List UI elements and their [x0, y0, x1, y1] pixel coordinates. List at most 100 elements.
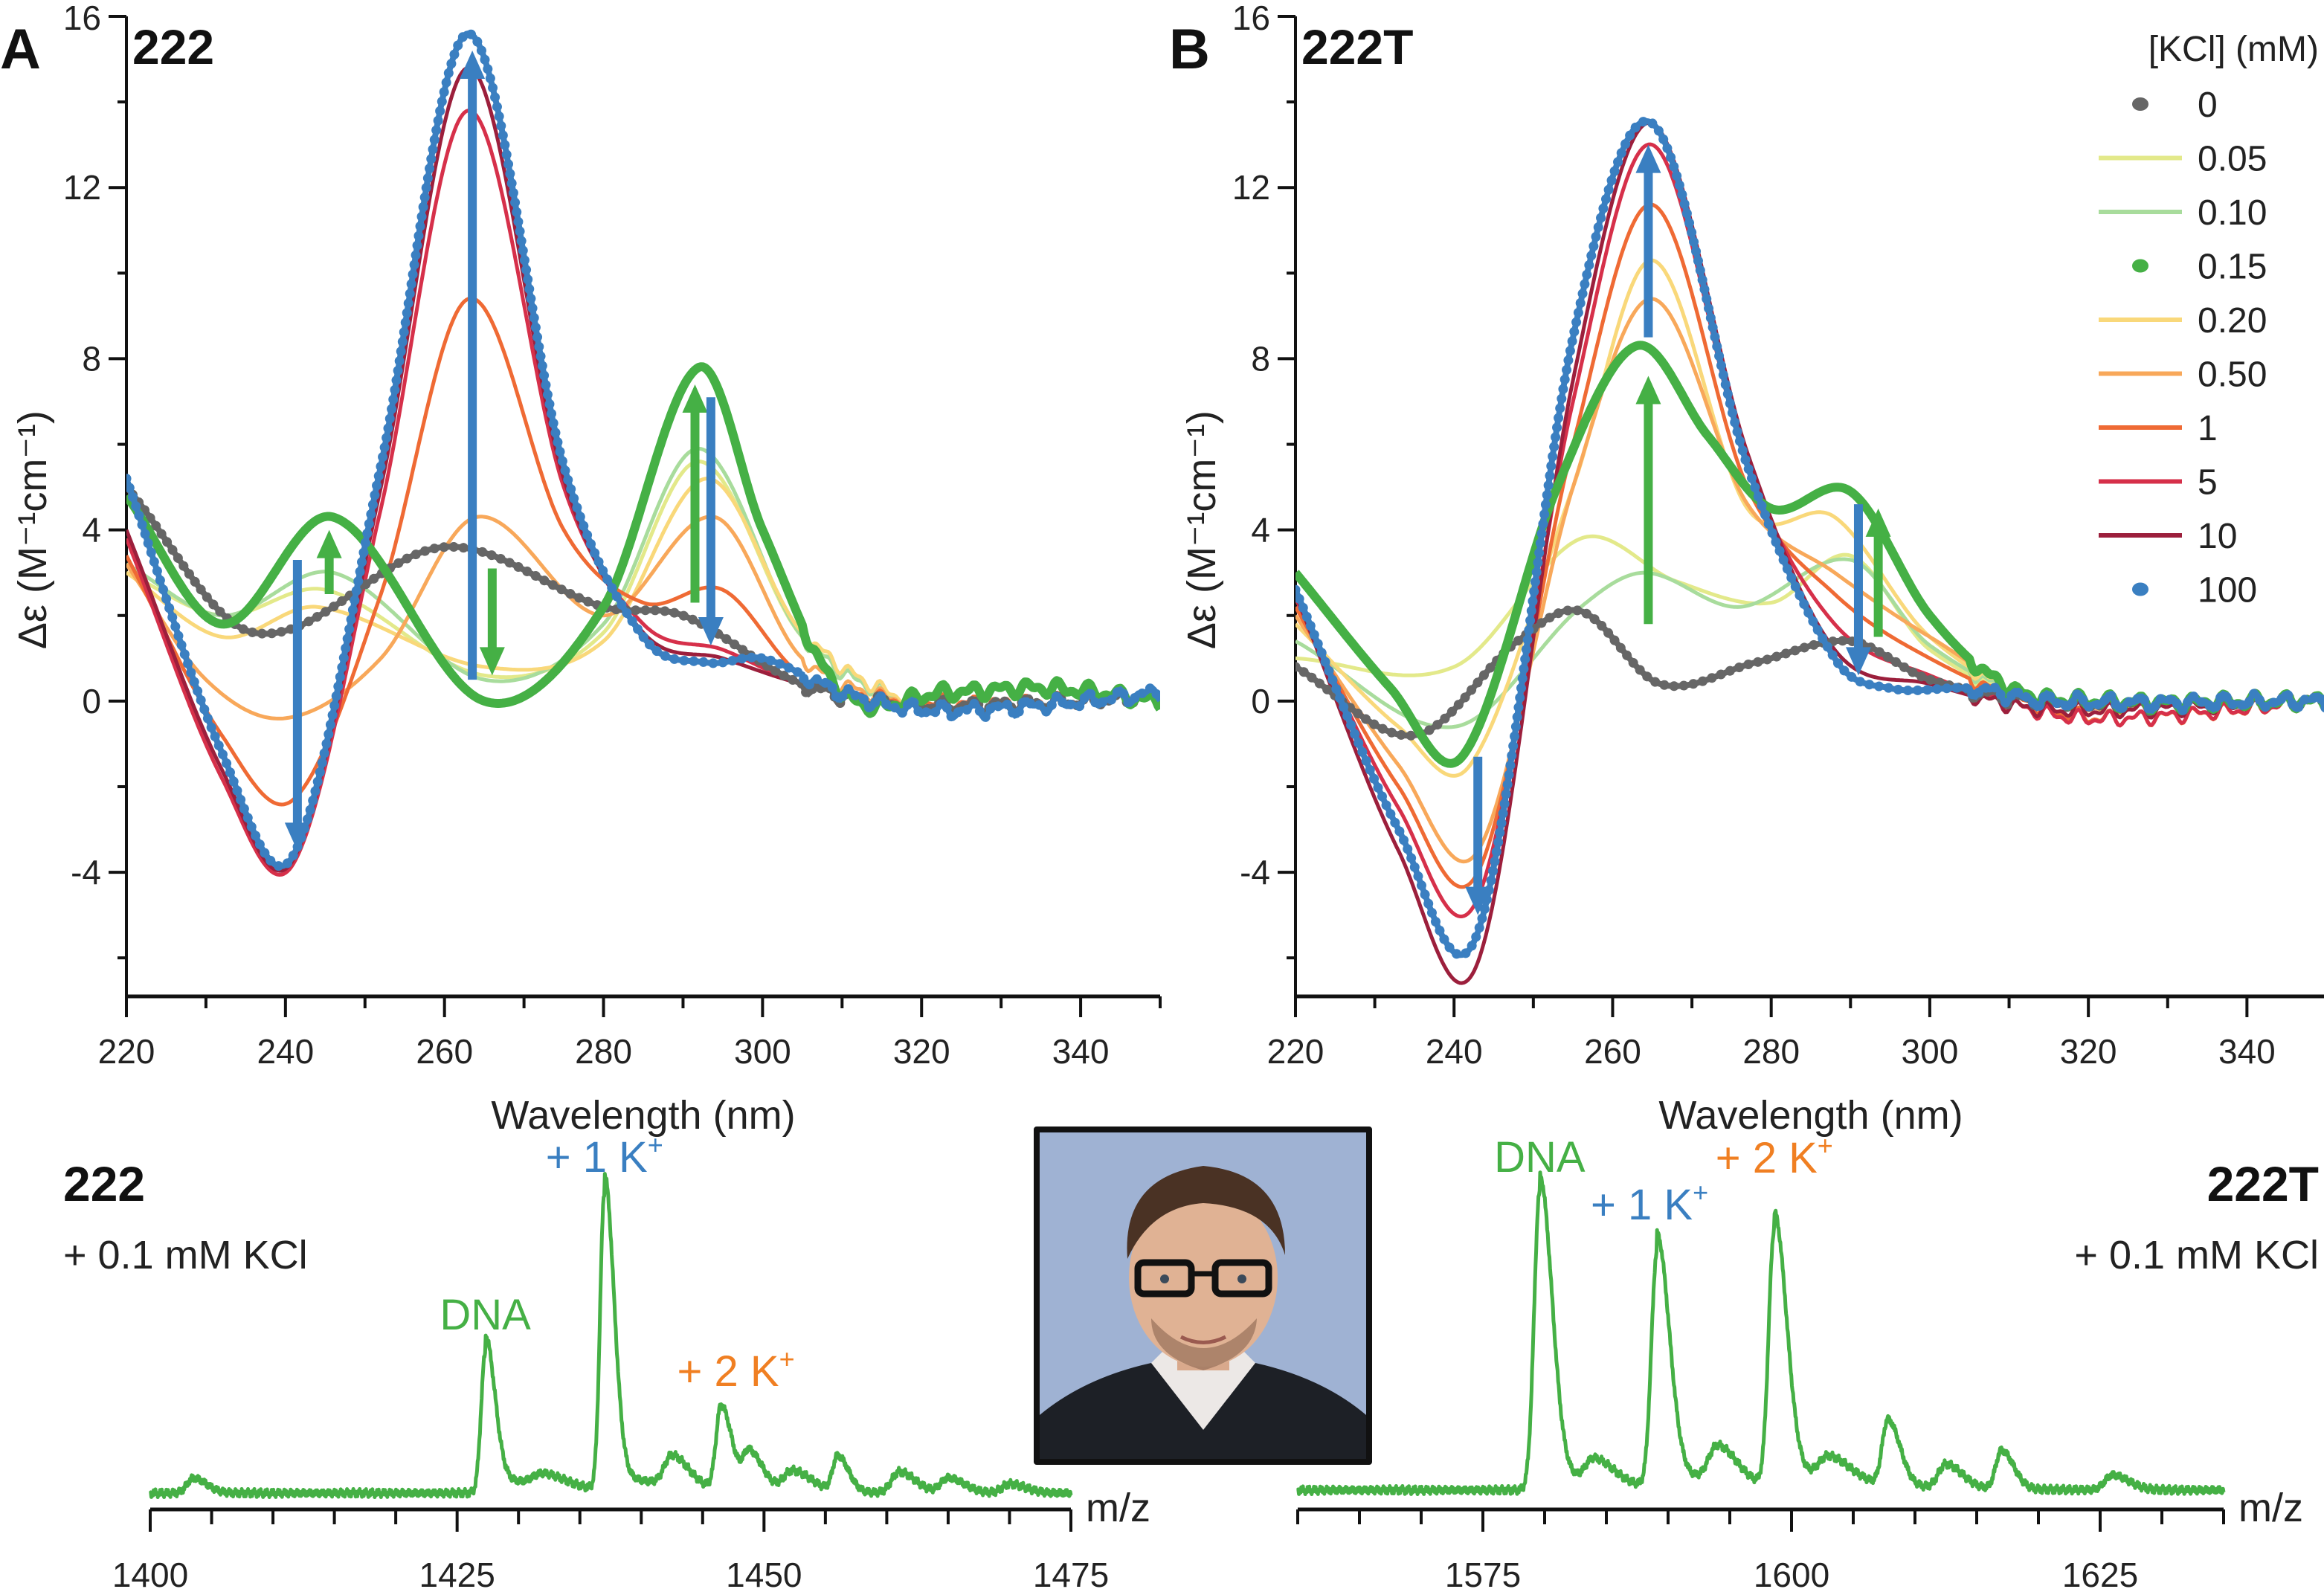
x-tick-label: 260: [416, 1032, 473, 1071]
right-eye: [1237, 1274, 1246, 1283]
peak-annotation: DNA: [1494, 1133, 1586, 1182]
sample-label: 222T: [2207, 1156, 2319, 1211]
series-0.15-mM: [126, 362, 1160, 718]
y-axis-label: Δε (M⁻¹cm⁻¹): [10, 410, 55, 649]
legend-label: 0.10: [2198, 193, 2267, 233]
x-tick-label: 240: [257, 1032, 314, 1071]
series-0-mM-core: [1295, 607, 2324, 739]
legend-item: 0.20: [2099, 301, 2267, 341]
portrait-illustration: [1040, 1166, 1366, 1459]
x-axis-label: Wavelength (nm): [491, 1093, 795, 1138]
y-tick-label: 8: [82, 339, 101, 378]
peak-annotation: + 1 K+: [1591, 1177, 1708, 1229]
x-tick-label: 220: [98, 1032, 155, 1071]
mass-spectrum-trace: [148, 1172, 1073, 1499]
peak-annotation-superscript: +: [648, 1129, 663, 1160]
peak-annotation-superscript: +: [779, 1344, 795, 1374]
legend-label: 0.20: [2198, 301, 2267, 341]
series-0-mM-core: [126, 485, 1160, 718]
trend-arrow-head: [316, 529, 342, 558]
trend-arrow-head: [479, 647, 505, 676]
trend-arrow-head: [284, 822, 310, 851]
x-tick-label: 320: [2060, 1032, 2117, 1071]
x-tick-label: 220: [1267, 1032, 1324, 1071]
x-tick-label: 1450: [726, 1556, 802, 1589]
panel-label: A: [0, 18, 41, 81]
legend-label: 1: [2198, 409, 2218, 448]
legend-label: 0: [2198, 86, 2218, 125]
hair-shape: [1127, 1166, 1285, 1259]
peak-annotation-text: + 2 K: [677, 1347, 779, 1396]
legend-marker-dot: [2132, 582, 2148, 596]
y-tick-label: 4: [1251, 511, 1270, 549]
legend-label: 5: [2198, 463, 2218, 503]
x-axis-label: m/z: [2238, 1486, 2303, 1530]
legend-item: 10: [2099, 517, 2237, 556]
sample-label: 222: [132, 19, 214, 74]
series-100-mM-core: [126, 30, 1160, 869]
legend-label: 0.15: [2198, 248, 2267, 287]
series-0-mM: [126, 482, 1160, 719]
x-tick-label: 1625: [2062, 1556, 2138, 1589]
x-tick-label: 240: [1426, 1032, 1483, 1071]
x-tick-label: 280: [1742, 1032, 1800, 1071]
peak-annotation-text: DNA: [1494, 1133, 1586, 1182]
y-tick-label: 12: [1232, 168, 1270, 207]
y-axis-label: Δε (M⁻¹cm⁻¹): [1179, 410, 1224, 649]
trend-arrow-head: [1845, 647, 1871, 676]
mouth: [1179, 1335, 1227, 1344]
legend-item: 1: [2099, 409, 2218, 448]
y-tick-label: 0: [82, 682, 101, 721]
y-tick-label: 16: [1232, 0, 1270, 37]
x-tick-label: 1475: [1033, 1556, 1109, 1589]
series-100-mM: [1295, 116, 2324, 960]
y-tick-label: 0: [1251, 682, 1270, 721]
x-tick-label: 300: [734, 1032, 791, 1071]
sample-label: 222: [63, 1156, 145, 1211]
trend-arrow-head: [1465, 886, 1491, 915]
peak-annotation-superscript: +: [1693, 1177, 1708, 1208]
face-shape: [1129, 1188, 1278, 1367]
y-tick-label: -4: [71, 853, 101, 892]
portrait-photo: [1034, 1127, 1372, 1465]
trend-arrow-head: [698, 617, 724, 646]
x-tick-label: 320: [893, 1032, 950, 1071]
legend-item: 0.50: [2099, 355, 2267, 395]
legend-item: 0: [2132, 86, 2218, 125]
sample-label: 222T: [1301, 19, 1413, 74]
legend-label: 10: [2198, 517, 2237, 556]
trend-arrow-head: [1635, 144, 1661, 173]
peak-annotation-text: + 1 K: [546, 1133, 648, 1182]
legend-title: [KCl] (mM): [2148, 30, 2319, 69]
series-group: [126, 28, 1160, 877]
series-100-mM-core: [1295, 117, 2324, 958]
x-tick-label: 300: [1902, 1032, 1959, 1071]
series-group: [1295, 116, 2324, 985]
ms-panel-222: 1400 1425 1450 1475 m/z 222 + 0.1 mM KCl DNA + 1…: [63, 1129, 1150, 1589]
x-tick-label: 340: [1052, 1032, 1110, 1071]
y-tick-label: 12: [63, 168, 101, 207]
legend-label: 0.50: [2198, 355, 2267, 395]
trend-arrow-head: [1635, 376, 1661, 404]
peak-annotation: + 1 K+: [546, 1129, 663, 1182]
peak-annotation-superscript: +: [1818, 1130, 1833, 1161]
x-tick-label: 260: [1584, 1032, 1641, 1071]
series-5-mM: [1295, 142, 2324, 918]
x-tick-label: 1400: [112, 1556, 188, 1589]
legend-marker-dot: [2132, 259, 2148, 273]
x-tick-label: 340: [2218, 1032, 2276, 1071]
x-tick-label: 1600: [1754, 1556, 1829, 1589]
legend-marker-dot: [2132, 97, 2148, 111]
x-tick-label: 280: [575, 1032, 632, 1071]
trend-arrow-head: [682, 384, 708, 413]
beard-shape: [1151, 1318, 1257, 1370]
y-tick-label: 16: [63, 0, 101, 37]
peak-annotation-text: + 2 K: [1716, 1134, 1818, 1182]
panel-label: B: [1169, 18, 1210, 81]
legend-item: 0.05: [2099, 140, 2267, 179]
legend-label: 100: [2198, 571, 2257, 610]
glasses-right-lens: [1211, 1259, 1272, 1298]
legend-item: 0.10: [2099, 193, 2267, 233]
